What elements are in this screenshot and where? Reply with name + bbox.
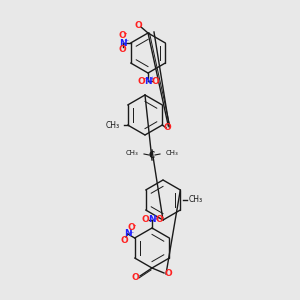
Text: O: O: [137, 76, 145, 85]
Text: CH₃: CH₃: [125, 150, 138, 156]
Text: -: -: [142, 74, 146, 83]
Text: N: N: [144, 76, 152, 85]
Text: O: O: [134, 20, 142, 29]
Text: O: O: [155, 215, 163, 224]
Text: C: C: [149, 151, 155, 160]
Text: O: O: [141, 215, 149, 224]
Text: O: O: [151, 76, 159, 85]
Text: N: N: [119, 38, 127, 47]
Text: -: -: [160, 214, 164, 223]
Text: O: O: [128, 224, 135, 232]
Text: O: O: [164, 269, 172, 278]
Text: CH₃: CH₃: [106, 121, 120, 130]
Text: O: O: [119, 46, 127, 55]
Text: O: O: [131, 272, 139, 281]
Text: +: +: [124, 38, 129, 43]
Text: N: N: [124, 230, 132, 238]
Text: N: N: [148, 215, 156, 224]
Text: CH₃: CH₃: [189, 196, 203, 205]
Text: +: +: [149, 76, 154, 82]
Text: O: O: [119, 32, 127, 40]
Text: +: +: [153, 215, 158, 220]
Text: O: O: [164, 122, 171, 131]
Text: -: -: [124, 29, 127, 38]
Text: +: +: [129, 230, 134, 235]
Text: -: -: [133, 221, 136, 230]
Text: CH₃: CH₃: [166, 150, 179, 156]
Text: O: O: [120, 236, 128, 244]
